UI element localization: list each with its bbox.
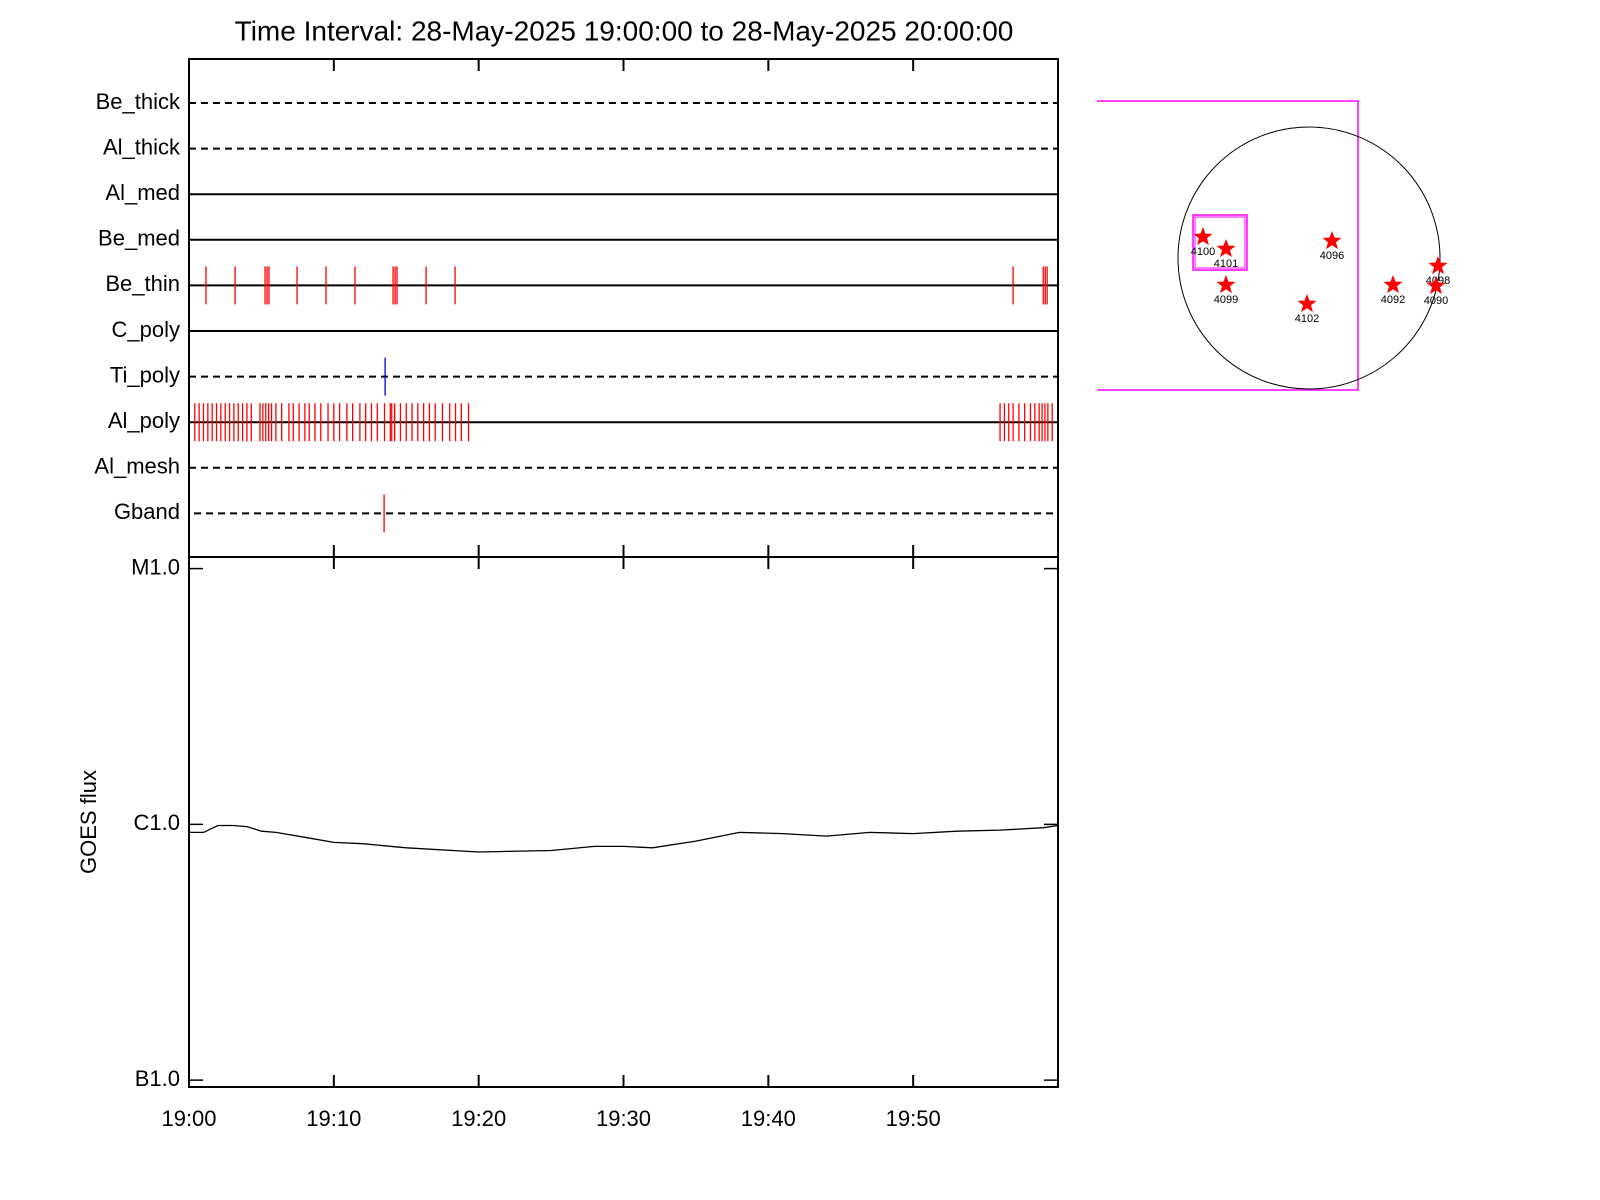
x-tick-label: 19:00 — [161, 1106, 216, 1131]
region-label: 4092 — [1381, 294, 1405, 306]
x-tick-label: 19:40 — [741, 1106, 796, 1131]
row-label: Be_thin — [105, 271, 180, 296]
x-tick-label: 19:20 — [451, 1106, 506, 1131]
goes-line — [189, 824, 1059, 853]
region-label: 4096 — [1320, 250, 1344, 262]
region-marker — [1297, 294, 1317, 313]
region-label: 4101 — [1214, 258, 1238, 270]
x-tick-label: 19:30 — [596, 1106, 651, 1131]
row-label: Al_mesh — [94, 454, 180, 479]
y-axis-label: GOES flux — [76, 770, 101, 874]
x-tick-label: 19:10 — [306, 1106, 361, 1131]
y-tick-label: C1.0 — [134, 810, 180, 835]
x-tick-label: 19:50 — [886, 1106, 941, 1131]
row-label: Al_med — [105, 180, 180, 205]
row-label: Al_thick — [103, 134, 181, 159]
solar-disk — [1177, 126, 1441, 390]
region-marker — [1193, 227, 1213, 246]
region-label: 4090 — [1424, 295, 1448, 307]
region-marker — [1322, 231, 1342, 250]
region-label: 4102 — [1295, 313, 1319, 325]
region-marker — [1428, 256, 1448, 275]
pointing-box — [1192, 214, 1248, 271]
region-label: 4100 — [1191, 246, 1215, 258]
region-marker — [1426, 276, 1446, 295]
region-label: 4099 — [1214, 294, 1238, 306]
row-label: Be_med — [98, 226, 180, 251]
row-label: Gband — [114, 499, 180, 524]
y-tick-label: B1.0 — [135, 1066, 180, 1091]
row-label: Al_poly — [108, 408, 180, 433]
row-label: C_poly — [112, 317, 180, 342]
region-marker — [1216, 275, 1236, 294]
y-tick-label: M1.0 — [131, 554, 180, 579]
pointing-box — [1194, 216, 1246, 269]
field-of-view — [1097, 100, 1359, 391]
region-marker — [1383, 275, 1403, 294]
region-marker — [1216, 239, 1236, 258]
chart-title: Time Interval: 28-May-2025 19:00:00 to 2… — [235, 15, 1014, 46]
row-label: Ti_poly — [110, 362, 180, 387]
row-label: Be_thick — [96, 89, 181, 114]
